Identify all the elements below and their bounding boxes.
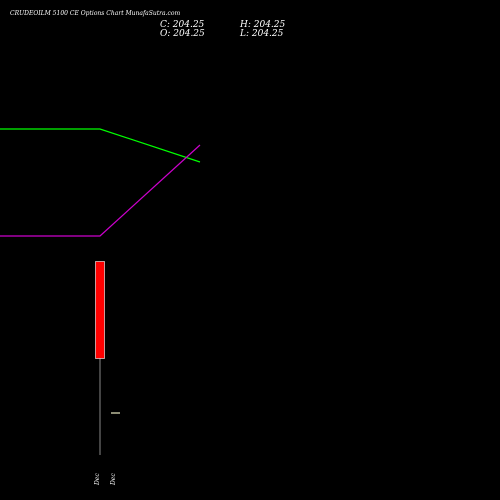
x-tick-label-2: Dec — [110, 473, 117, 486]
purple-series-line — [0, 144, 201, 237]
chart-title: CRUDEOILM 5100 CE Options Chart MunafaSu… — [10, 10, 181, 17]
candle-body — [95, 261, 105, 359]
low-value: L: 204.25 — [240, 29, 284, 39]
open-value: O: 204.25 — [160, 29, 205, 39]
x-tick-label-1: Dec — [94, 473, 101, 486]
green-series-line — [0, 128, 201, 163]
close-value: C: 204.25 — [160, 20, 205, 30]
high-value: H: 204.25 — [240, 20, 286, 30]
